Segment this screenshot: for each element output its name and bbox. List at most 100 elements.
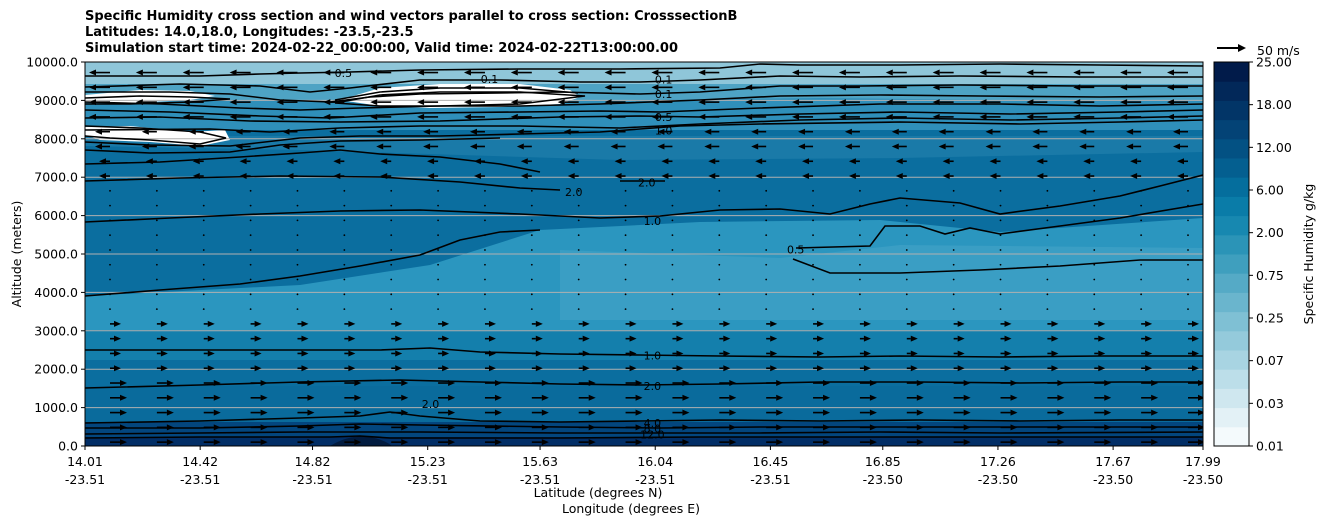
- wind-vector-dot: [859, 308, 861, 311]
- wind-vector-dot: [765, 278, 768, 281]
- wind-vector-head: [557, 84, 565, 91]
- wind-vector-head: [1173, 128, 1180, 135]
- wind-vector-head: [488, 335, 496, 342]
- wind-vector-head: [751, 143, 759, 150]
- wind-vector-dot: [530, 204, 533, 207]
- wind-vector-dot: [249, 219, 252, 222]
- wind-vector-head: [682, 439, 690, 446]
- wind-vector-head: [869, 424, 877, 431]
- wind-vector-head: [520, 158, 528, 165]
- wind-vector-head: [1151, 424, 1159, 431]
- colorbar: 0.01 0.03 0.07 0.25 0.75 2.00 6.00 12.00 18.00 25…: [1214, 55, 1292, 454]
- wind-vector-head: [380, 158, 388, 165]
- wind-vector-head: [260, 409, 268, 416]
- wind-vector-dot: [1093, 278, 1096, 281]
- wind-vector-head: [494, 380, 502, 387]
- wind-vector-head: [448, 439, 456, 446]
- wind-vector-head: [895, 158, 903, 165]
- wind-vector-head: [1145, 365, 1153, 372]
- wind-vector-head: [563, 128, 571, 135]
- wind-vector-head: [1151, 380, 1159, 387]
- wind-vector-head: [442, 335, 450, 342]
- wind-vector-head: [1073, 84, 1081, 91]
- wind-vector-head: [916, 424, 924, 431]
- wind-vector-dot: [1187, 293, 1189, 296]
- wind-vector-dot: [155, 249, 158, 251]
- wind-vector-head: [354, 424, 362, 431]
- wind-vector-head: [1051, 320, 1059, 327]
- wind-vector-head: [661, 158, 669, 165]
- wind-vector-head: [160, 320, 168, 327]
- wind-vector-dot: [343, 189, 346, 192]
- wind-vector-dot: [905, 278, 908, 281]
- wind-vector-dot: [530, 189, 533, 192]
- wind-vector-dot: [1046, 189, 1049, 192]
- wind-vector-dot: [1093, 249, 1096, 251]
- wind-vector-head: [916, 394, 924, 401]
- wind-vector-head: [989, 158, 997, 165]
- wind-vector-head: [213, 409, 221, 416]
- wind-vector-head: [301, 350, 309, 357]
- wind-vector-head: [160, 365, 168, 372]
- wind-vector-head: [614, 173, 622, 180]
- wind-vector-head: [745, 113, 753, 120]
- wind-vector-head: [229, 84, 237, 91]
- wind-vector-dot: [530, 219, 533, 222]
- wind-vector-head: [286, 158, 294, 165]
- wind-vector-head: [135, 113, 143, 120]
- contour-label: 2.0: [644, 380, 662, 393]
- wind-vector-head: [376, 143, 384, 150]
- wind-vector-head: [213, 380, 221, 387]
- wind-vector-head: [1104, 424, 1112, 431]
- wind-vector-dot: [1187, 308, 1189, 311]
- wind-vector-head: [657, 128, 665, 135]
- wind-vector-head: [651, 113, 659, 120]
- wind-vector-head: [770, 320, 778, 327]
- wind-vector-head: [723, 350, 731, 357]
- wind-vector-head: [395, 350, 403, 357]
- wind-vector-head: [682, 394, 690, 401]
- wind-vector-dot: [296, 189, 299, 192]
- wind-vector-head: [1098, 365, 1106, 372]
- colorbar-band: [1214, 292, 1249, 313]
- wind-vector-head: [442, 365, 450, 372]
- colorbar-tick-label: 12.00: [1256, 140, 1292, 155]
- wind-vector-head: [979, 99, 987, 106]
- wind-vector-dot: [765, 249, 768, 251]
- wind-vector-dot: [812, 204, 814, 207]
- wind-vector-head: [401, 394, 409, 401]
- wind-vector-dot: [343, 204, 346, 207]
- wind-vector-head: [442, 350, 450, 357]
- wind-vector-head: [401, 439, 409, 446]
- wind-vector-dot: [249, 249, 252, 251]
- wind-vector-dot: [905, 249, 908, 251]
- wind-vector-head: [99, 158, 106, 165]
- contour-line-dry-c: [334, 87, 579, 101]
- wind-vector-head: [1010, 394, 1018, 401]
- colorbar-band: [1214, 196, 1249, 217]
- wind-vector-dot: [577, 219, 580, 222]
- humidity-fill-band-8000: [85, 62, 1203, 160]
- quiver-key-label: 50 m/s: [1257, 43, 1300, 58]
- colorbar-band: [1214, 254, 1249, 274]
- wind-vector-dot: [390, 219, 393, 222]
- wind-vector-head: [957, 320, 965, 327]
- quiver-key-arrowhead: [1238, 44, 1246, 52]
- colorbar-tick-label: 6.00: [1256, 183, 1284, 198]
- wind-vector-dot: [249, 204, 252, 207]
- wind-vector-dot: [390, 278, 393, 281]
- wind-vector-dot: [765, 308, 768, 311]
- wind-vector-head: [963, 409, 971, 416]
- wind-vector-dot: [812, 249, 814, 251]
- wind-vector-dot: [624, 234, 627, 237]
- wind-vector-head: [370, 99, 378, 106]
- wind-vector-dot: [624, 263, 627, 266]
- wind-vector-head: [307, 424, 315, 431]
- wind-vector-dot: [530, 308, 533, 311]
- wind-vector-head: [604, 99, 612, 106]
- wind-vector-head: [448, 380, 456, 387]
- wind-vector-dot: [905, 293, 908, 296]
- wind-vector-head: [557, 69, 565, 76]
- wind-vector-dot: [484, 293, 486, 296]
- wind-vector-head: [323, 84, 331, 91]
